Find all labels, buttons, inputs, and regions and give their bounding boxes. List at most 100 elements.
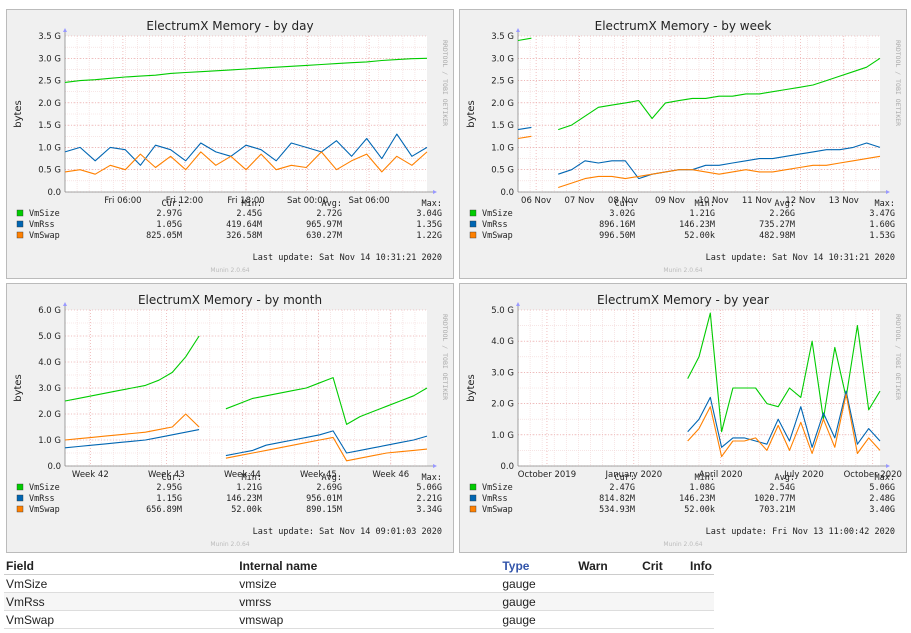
- internal-name: vmrss: [237, 592, 501, 611]
- legend-cur: 2.47G: [609, 483, 635, 493]
- legend-header-min: Min:: [242, 473, 262, 483]
- y-tick-label: 0.5 G: [38, 166, 61, 176]
- legend-swatch-vmrss: [469, 494, 477, 502]
- legend-max: 1.60G: [869, 220, 895, 230]
- legend-max: 5.06G: [416, 483, 442, 493]
- legend-cur: 2.97G: [156, 209, 182, 219]
- legend-min: 146.23M: [226, 494, 262, 504]
- legend-avg: 482.98M: [759, 231, 795, 241]
- y-tick-label: 1.0 G: [38, 143, 61, 153]
- fields-header-row: Field Internal name Type Warn Crit Info: [4, 558, 714, 575]
- x-axis-arrow: [433, 190, 437, 194]
- y-tick-label: 6.0 G: [38, 306, 61, 316]
- legend-cur: 656.89M: [146, 505, 182, 515]
- y-tick-label: 3.0 G: [491, 368, 514, 378]
- field-name: VmRss: [4, 592, 238, 611]
- legend-avg: 965.97M: [306, 220, 342, 230]
- legend-min: 146.23M: [679, 220, 715, 230]
- field-warn: [576, 592, 641, 611]
- table-row: VmRss vmrss gauge: [4, 592, 714, 611]
- legend-avg: 735.27M: [759, 220, 795, 230]
- legend-swatch-vmswap: [16, 505, 24, 513]
- x-tick-label: Week 46: [372, 470, 409, 480]
- legend-avg: 630.27M: [306, 231, 342, 241]
- munin-version: Munin 2.0.64: [663, 541, 702, 548]
- legend-cur: 814.82M: [599, 494, 635, 504]
- legend-avg: 956.01M: [306, 494, 342, 504]
- header-field: Field: [4, 558, 238, 575]
- legend-cur: 2.95G: [156, 483, 182, 493]
- x-tick-label: 06 Nov: [521, 196, 551, 206]
- y-axis-arrow: [63, 28, 67, 32]
- legend-avg: 2.69G: [316, 483, 342, 493]
- series-line-vmswap: [64, 151, 428, 175]
- y-tick-label: 3.5 G: [491, 32, 514, 42]
- legend-avg: 703.21M: [759, 505, 795, 515]
- y-axis-arrow: [516, 28, 520, 32]
- x-tick-label: 08 Nov: [608, 196, 638, 206]
- legend-header-cur: Cur:: [162, 199, 182, 209]
- y-tick-label: 1.5 G: [491, 121, 514, 131]
- chart-title: ElectrumX Memory - by week: [595, 19, 772, 33]
- legend-name: VmSize: [482, 209, 513, 219]
- y-tick-label: 1.0 G: [491, 431, 514, 441]
- y-tick-label: 0.0: [47, 188, 61, 198]
- series-line-vmswap: [517, 135, 881, 189]
- legend-min: 1.21G: [689, 209, 715, 219]
- series-line-vmsize: [517, 37, 881, 131]
- legend-max: 3.40G: [869, 505, 895, 515]
- series-line-vmsize: [64, 335, 428, 425]
- x-tick-label: Fri 06:00: [104, 196, 141, 206]
- graph-by-year[interactable]: ElectrumX Memory - by year 0.0 1.0 G 2.0 G 3…: [459, 283, 907, 553]
- legend-min: 326.58M: [226, 231, 262, 241]
- field-info: [688, 610, 714, 629]
- x-tick-label: Week 43: [148, 470, 185, 480]
- legend-swatch-vmrss: [16, 220, 24, 228]
- graph-by-day[interactable]: ElectrumX Memory - by day 0.0 0.5 G 1.0 G 1.…: [6, 9, 454, 279]
- legend-name: VmRss: [29, 220, 55, 230]
- graph-by-week[interactable]: ElectrumX Memory - by week 0.0 0.5 G 1.0 G 1…: [459, 9, 907, 279]
- y-tick-label: 4.0 G: [491, 337, 514, 347]
- field-crit: [640, 574, 688, 593]
- graph-by-month[interactable]: ElectrumX Memory - by month 0.0 1.0 G 2.0 G…: [6, 283, 454, 553]
- legend-cur: 996.50M: [599, 231, 635, 241]
- chart-day: ElectrumX Memory - by day 0.0 0.5 G 1.0 G 1.…: [13, 19, 449, 274]
- legend-name: VmSwap: [482, 505, 513, 515]
- chart-month: ElectrumX Memory - by month 0.0 1.0 G 2.0 G…: [13, 293, 449, 548]
- field-type: gauge: [500, 574, 577, 593]
- chart-title: ElectrumX Memory - by year: [597, 293, 769, 307]
- legend-header-avg: Avg:: [322, 473, 342, 483]
- y-tick-label: 2.0 G: [491, 400, 514, 410]
- x-axis-arrow: [433, 464, 437, 468]
- legend-header-max: Max:: [875, 473, 895, 483]
- legend-swatch-vmrss: [16, 494, 24, 502]
- legend-cur: 3.02G: [609, 209, 635, 219]
- internal-name: vmsize: [237, 574, 501, 593]
- legend-max: 3.04G: [416, 209, 442, 219]
- legend-min: 52.00k: [684, 505, 715, 515]
- field-crit: [640, 592, 688, 611]
- y-tick-label: 3.0 G: [491, 54, 514, 64]
- munin-version: Munin 2.0.64: [210, 267, 249, 274]
- chart-week: ElectrumX Memory - by week 0.0 0.5 G 1.0 G 1…: [466, 19, 902, 274]
- last-update: Last update: Fri Nov 13 11:00:42 2020: [706, 527, 895, 537]
- last-update: Last update: Sat Nov 14 09:01:03 2020: [253, 527, 442, 537]
- legend-header-cur: Cur:: [615, 473, 635, 483]
- legend-min: 2.45G: [236, 209, 262, 219]
- header-type[interactable]: Type: [500, 558, 577, 575]
- y-tick-label: 0.0: [500, 188, 514, 198]
- legend-max: 3.47G: [869, 209, 895, 219]
- y-tick-label: 2.5 G: [491, 77, 514, 87]
- y-axis-label: bytes: [13, 374, 24, 402]
- x-axis-arrow: [886, 464, 890, 468]
- legend-header-avg: Avg:: [775, 199, 795, 209]
- legend-swatch-vmsize: [469, 209, 477, 217]
- x-tick-label: Fri 18:00: [227, 196, 264, 206]
- field-type: gauge: [500, 592, 577, 611]
- legend-avg: 2.26G: [769, 209, 795, 219]
- legend-name: VmSwap: [482, 231, 513, 241]
- series-line-vmsize: [64, 57, 428, 83]
- field-warn: [576, 574, 641, 593]
- legend-swatch-vmswap: [16, 231, 24, 239]
- legend-max: 1.22G: [416, 231, 442, 241]
